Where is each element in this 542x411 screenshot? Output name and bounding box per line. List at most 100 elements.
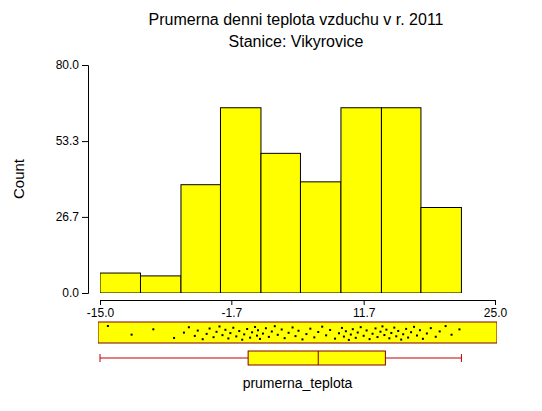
point (375, 327, 377, 329)
point (325, 334, 327, 336)
title: Prumerna denni teplota vzduchu v r. 2011 (149, 11, 444, 28)
y-tick-label: 80.0 (56, 58, 80, 72)
point (254, 326, 256, 328)
point (369, 338, 371, 340)
point (395, 335, 397, 337)
point (372, 333, 374, 335)
point (265, 327, 267, 329)
point (292, 326, 294, 328)
y-tick-label: 26.7 (56, 210, 80, 224)
point (224, 329, 226, 331)
point (400, 339, 402, 341)
point (350, 334, 352, 336)
point (352, 328, 354, 330)
x-tick-label: -1.7 (221, 306, 242, 320)
y-tick: 0.0 (62, 286, 88, 300)
point (268, 336, 270, 338)
point (393, 327, 395, 329)
point (284, 337, 286, 339)
point (202, 338, 204, 340)
y-axis: 0.0 26.7 53.3 80.0 (56, 58, 89, 300)
point (348, 339, 350, 341)
point (419, 329, 421, 331)
x-axis: -15.0 -1.7 11.7 25.0 (87, 300, 508, 320)
point (381, 325, 383, 327)
point (152, 328, 154, 330)
bar (140, 276, 180, 293)
point (259, 338, 261, 340)
point (188, 326, 190, 328)
bar (100, 273, 140, 293)
point (383, 334, 385, 336)
point (343, 336, 345, 338)
box (248, 351, 385, 365)
x-tick: 11.7 (353, 300, 376, 320)
median (318, 351, 319, 365)
x-tick-label: -15.0 (87, 306, 115, 320)
y-tick-label: 0.0 (62, 286, 79, 300)
point (357, 331, 359, 333)
point (206, 333, 208, 335)
strip-frame (98, 322, 497, 343)
point (213, 336, 215, 338)
point (317, 331, 319, 333)
x-tick-mark (100, 300, 101, 305)
point (218, 325, 220, 327)
point (402, 333, 404, 335)
point (407, 337, 409, 339)
x-tick: -1.7 (221, 300, 242, 320)
point (376, 336, 378, 338)
point (271, 331, 273, 333)
point (397, 330, 399, 332)
point (385, 329, 387, 331)
point (360, 326, 362, 328)
x-tick: -15.0 (87, 300, 115, 320)
x-tick-mark (495, 300, 496, 305)
bar (381, 108, 421, 293)
x-tick-label: 25.0 (484, 306, 508, 320)
y-tick-mark (82, 65, 88, 66)
point (366, 329, 368, 331)
point (197, 330, 199, 332)
point (321, 326, 323, 328)
point (430, 327, 432, 329)
point (313, 336, 315, 338)
x-tick: 25.0 (484, 300, 508, 320)
x-axis-line (101, 301, 496, 306)
point (288, 332, 290, 334)
box-plot (100, 351, 461, 365)
point (281, 328, 283, 330)
point (107, 325, 109, 327)
y-tick-label: 53.3 (56, 134, 80, 148)
point (422, 338, 424, 340)
point (416, 335, 418, 337)
point (445, 325, 447, 327)
x-tick-mark (231, 300, 232, 305)
point (235, 335, 237, 337)
y-axis-line (82, 66, 89, 294)
point (183, 332, 185, 334)
point (345, 330, 347, 332)
point (439, 330, 441, 332)
point (388, 337, 390, 339)
point (363, 335, 365, 337)
bars (100, 108, 461, 293)
point (341, 327, 343, 329)
point (277, 334, 279, 336)
point (295, 335, 297, 337)
point (251, 331, 253, 333)
point (405, 328, 407, 330)
point (334, 338, 336, 340)
point (297, 330, 299, 332)
y-tick: 26.7 (56, 210, 88, 224)
point (257, 329, 259, 331)
point (241, 339, 243, 341)
bar (300, 182, 340, 293)
point (173, 337, 175, 339)
point (413, 326, 415, 328)
y-tick-mark (82, 293, 88, 294)
bar (421, 208, 461, 294)
point (238, 330, 240, 332)
y-tick: 53.3 (56, 134, 88, 148)
point (329, 329, 331, 331)
